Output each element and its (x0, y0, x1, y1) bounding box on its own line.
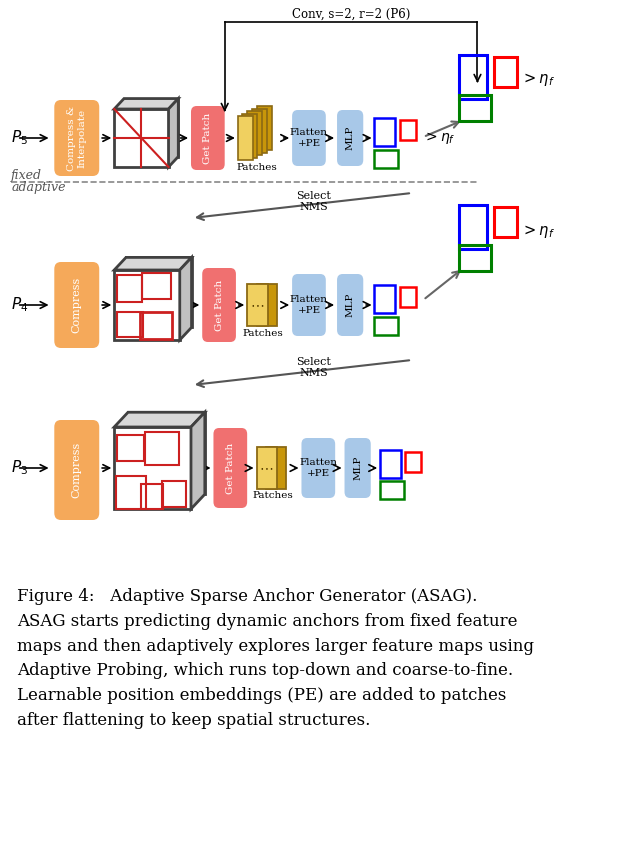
Bar (247, 284, 268, 326)
Text: MLP: MLP (353, 456, 362, 480)
Bar (459, 205, 487, 249)
Polygon shape (114, 270, 180, 340)
FancyBboxPatch shape (54, 420, 99, 520)
Text: Select: Select (296, 357, 331, 367)
Text: Get Patch: Get Patch (226, 443, 235, 494)
Text: Patches: Patches (236, 164, 277, 172)
Bar (141, 312, 172, 338)
Polygon shape (128, 412, 205, 494)
Text: Patches: Patches (252, 492, 293, 500)
Bar (145, 432, 180, 465)
Polygon shape (168, 98, 179, 167)
FancyBboxPatch shape (292, 274, 326, 336)
Text: $> \eta_f$: $> \eta_f$ (423, 130, 456, 146)
Text: Compress: Compress (72, 277, 82, 333)
FancyBboxPatch shape (301, 438, 335, 498)
FancyBboxPatch shape (54, 262, 99, 348)
Polygon shape (126, 258, 192, 327)
Text: MLP: MLP (346, 126, 354, 150)
Bar (256, 284, 277, 326)
Bar (256, 106, 272, 150)
Bar (405, 452, 422, 472)
Text: Get Patch: Get Patch (203, 113, 212, 164)
Bar (494, 207, 517, 237)
Text: Flatten
+PE: Flatten +PE (290, 128, 328, 148)
Bar (116, 435, 144, 461)
Text: $P_5$: $P_5$ (11, 129, 28, 148)
Text: NMS: NMS (299, 202, 328, 212)
Polygon shape (114, 109, 168, 167)
Text: Compress: Compress (72, 442, 82, 498)
Text: MLP: MLP (346, 293, 354, 317)
Polygon shape (114, 98, 179, 109)
FancyBboxPatch shape (344, 438, 371, 498)
Text: $P_3$: $P_3$ (11, 459, 28, 477)
Bar (141, 484, 163, 509)
FancyBboxPatch shape (213, 428, 247, 508)
FancyBboxPatch shape (54, 100, 99, 176)
Bar (375, 118, 395, 146)
Text: fixed: fixed (11, 169, 42, 181)
Bar (238, 116, 253, 160)
Polygon shape (180, 258, 192, 340)
Bar (400, 120, 416, 140)
Bar (116, 477, 146, 509)
Text: adaptive: adaptive (11, 181, 66, 194)
Text: Conv, s=2, r=2 (P6): Conv, s=2, r=2 (P6) (292, 8, 410, 20)
Bar (117, 312, 143, 338)
Text: Get Patch: Get Patch (215, 279, 223, 331)
Text: Patches: Patches (242, 328, 284, 338)
Bar (380, 481, 403, 499)
Bar (494, 57, 517, 87)
FancyBboxPatch shape (337, 110, 363, 166)
Bar (242, 114, 258, 158)
Bar (400, 287, 416, 307)
Text: Flatten
+PE: Flatten +PE (290, 295, 328, 315)
Bar (266, 447, 287, 489)
Polygon shape (114, 258, 192, 270)
Bar (118, 275, 142, 302)
Bar (375, 150, 398, 168)
Bar (247, 111, 262, 155)
Text: Compress &
Interpolate: Compress & Interpolate (67, 105, 87, 170)
Text: ⋯: ⋯ (251, 298, 265, 312)
FancyBboxPatch shape (337, 274, 363, 336)
Text: Select: Select (296, 191, 331, 201)
Bar (375, 317, 398, 335)
Bar (375, 285, 395, 313)
Bar (459, 245, 491, 271)
Bar (256, 447, 277, 489)
Bar (380, 450, 401, 478)
FancyBboxPatch shape (292, 110, 326, 166)
Text: $> \eta_f$: $> \eta_f$ (522, 224, 556, 241)
Text: $P_4$: $P_4$ (11, 296, 28, 315)
Bar (459, 55, 487, 99)
FancyBboxPatch shape (202, 268, 236, 342)
FancyBboxPatch shape (191, 106, 225, 170)
Text: Flatten
+PE: Flatten +PE (299, 458, 337, 477)
Polygon shape (124, 98, 179, 157)
Text: Figure 4:   Adaptive Sparse Anchor Generator (ASAG).
ASAG starts predicting dyna: Figure 4: Adaptive Sparse Anchor Generat… (17, 588, 534, 729)
Polygon shape (191, 412, 205, 509)
Text: $> \eta_f$: $> \eta_f$ (522, 71, 556, 88)
Polygon shape (114, 427, 191, 509)
Bar (252, 109, 267, 153)
Bar (142, 273, 172, 299)
Text: ⋯: ⋯ (260, 461, 273, 475)
Text: NMS: NMS (299, 368, 328, 378)
Polygon shape (114, 412, 205, 427)
Bar (162, 481, 186, 507)
Bar (459, 95, 491, 121)
